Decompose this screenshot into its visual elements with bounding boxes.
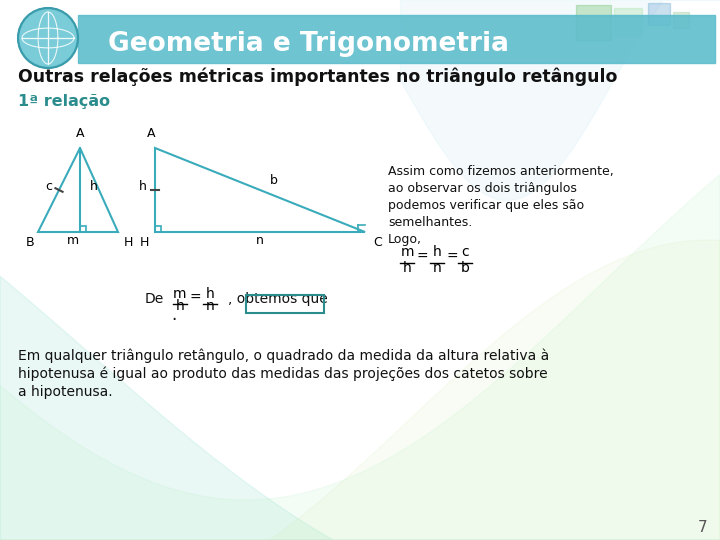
Text: Logo,: Logo, xyxy=(388,233,422,246)
Text: c: c xyxy=(462,245,469,259)
Text: h: h xyxy=(433,245,441,259)
Bar xyxy=(78,15,715,63)
Circle shape xyxy=(20,10,76,66)
Text: b: b xyxy=(461,261,469,275)
Text: h: h xyxy=(139,180,147,193)
Bar xyxy=(614,8,642,36)
Text: Outras relações métricas importantes no triângulo retângulo: Outras relações métricas importantes no … xyxy=(18,68,617,86)
Text: 1ª relação: 1ª relação xyxy=(18,94,110,109)
Text: 7: 7 xyxy=(698,521,708,536)
Text: m: m xyxy=(174,287,186,301)
Text: h: h xyxy=(90,180,98,193)
Text: m: m xyxy=(400,245,414,259)
Text: n: n xyxy=(433,261,441,275)
Text: Assim como fizemos anteriormente,: Assim como fizemos anteriormente, xyxy=(388,165,613,178)
Text: b: b xyxy=(270,174,278,187)
Text: A: A xyxy=(147,127,156,140)
Text: Em qualquer triângulo retângulo, o quadrado da medida da altura relativa à: Em qualquer triângulo retângulo, o quadr… xyxy=(18,348,549,363)
Text: , obtemos que: , obtemos que xyxy=(228,292,328,306)
Text: h: h xyxy=(402,261,411,275)
Text: a hipotenusa.: a hipotenusa. xyxy=(18,385,112,399)
Text: .: . xyxy=(171,306,176,324)
Text: c: c xyxy=(45,180,53,193)
Text: ao observar os dois triângulos: ao observar os dois triângulos xyxy=(388,182,577,195)
Text: semelhantes.: semelhantes. xyxy=(388,216,472,229)
Text: h: h xyxy=(206,287,215,301)
Text: podemos verificar que eles são: podemos verificar que eles são xyxy=(388,199,584,212)
Text: n: n xyxy=(256,234,264,247)
Text: hipotenusa é igual ao produto das medidas das projeções dos catetos sobre: hipotenusa é igual ao produto das medida… xyxy=(18,367,548,381)
Circle shape xyxy=(18,8,78,68)
Text: =: = xyxy=(416,250,428,264)
Text: Geometria e Trigonometria: Geometria e Trigonometria xyxy=(108,31,509,57)
Text: H: H xyxy=(140,236,149,249)
Text: =: = xyxy=(189,291,201,305)
Text: De: De xyxy=(145,292,164,306)
Bar xyxy=(576,5,611,40)
Bar xyxy=(648,3,670,25)
Bar xyxy=(673,12,689,28)
Text: h: h xyxy=(176,299,184,313)
Bar xyxy=(80,226,86,232)
Text: H: H xyxy=(124,236,133,249)
Bar xyxy=(155,226,161,232)
Text: n: n xyxy=(206,299,215,313)
Text: m: m xyxy=(67,234,79,247)
Text: =: = xyxy=(446,250,458,264)
Text: A: A xyxy=(76,127,84,140)
Text: C: C xyxy=(373,236,382,249)
Text: B: B xyxy=(26,236,35,249)
